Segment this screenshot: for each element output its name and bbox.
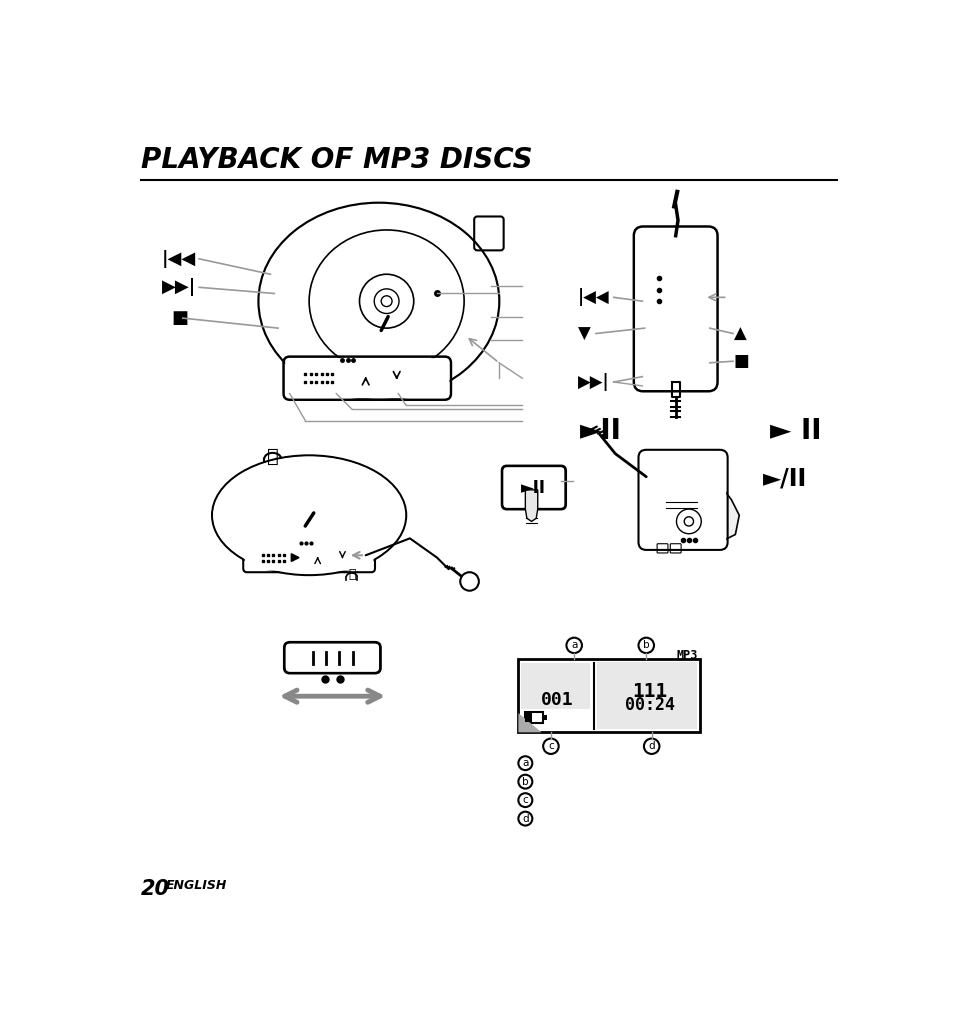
Bar [524,712,542,723]
Text: 00:24: 00:24 [624,696,675,714]
Text: 111: 111 [632,682,667,701]
Text: ENGLISH: ENGLISH [166,879,227,891]
Bar [517,660,700,732]
Text: b: b [521,777,528,787]
Bar [525,713,531,723]
Text: c: c [547,741,554,752]
Text: MP3: MP3 [676,648,697,662]
FancyBboxPatch shape [245,545,373,571]
Text: PLAYBACK OF MP3 DISCS: PLAYBACK OF MP3 DISCS [141,146,532,174]
Bar [597,663,697,729]
Text: b: b [642,640,649,650]
FancyBboxPatch shape [286,644,378,671]
Polygon shape [706,485,739,542]
FancyBboxPatch shape [285,358,449,398]
Ellipse shape [213,456,405,574]
Text: ■: ■ [733,353,749,370]
Text: 20: 20 [141,879,170,899]
Text: a: a [571,640,577,650]
Text: 𝛺: 𝛺 [348,568,355,581]
FancyBboxPatch shape [503,467,563,508]
Text: ►/II: ►/II [761,466,806,490]
Text: a: a [521,758,528,768]
Polygon shape [291,554,298,561]
Polygon shape [517,713,541,732]
Text: 𝛺: 𝛺 [267,448,278,466]
Text: ► II: ► II [769,417,821,445]
Text: c: c [522,795,528,805]
Text: d: d [521,814,528,824]
FancyBboxPatch shape [635,229,716,390]
Text: |◀◀: |◀◀ [162,250,196,268]
Text: ■: ■ [171,309,188,327]
Text: 001: 001 [540,691,573,708]
Polygon shape [332,374,340,382]
Polygon shape [525,490,537,521]
Text: ▶▶|: ▶▶| [578,373,609,391]
Text: ►II: ►II [521,479,546,496]
Bar [521,663,589,709]
Ellipse shape [259,204,497,398]
Text: d: d [648,741,655,752]
Text: ▶▶|: ▶▶| [162,278,196,297]
Bar [542,716,546,720]
Text: ►II: ►II [579,417,621,445]
Text: |◀◀: |◀◀ [578,288,609,306]
FancyBboxPatch shape [639,451,725,548]
Text: ▲: ▲ [733,325,746,342]
Text: ▼: ▼ [578,325,590,342]
